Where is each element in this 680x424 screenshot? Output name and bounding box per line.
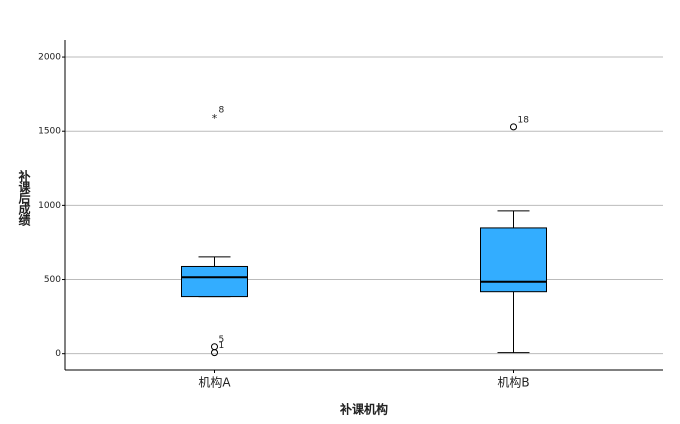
extreme-marker: *	[212, 112, 218, 125]
y-axis-label: 补课后成绩	[17, 170, 31, 225]
outlier-label: 5	[219, 335, 225, 345]
box	[181, 265, 248, 298]
y-tick-label: 0	[55, 349, 61, 359]
outlier-label: 18	[518, 115, 530, 125]
outlier-label: 8	[219, 105, 225, 115]
y-tick-label: 500	[44, 275, 61, 285]
outlier	[211, 343, 218, 351]
y-tick-label: 1000	[38, 201, 61, 211]
outlier-label: 1	[219, 341, 225, 351]
outlier	[510, 123, 517, 131]
x-tick-label: 机构A	[198, 375, 231, 390]
outlier	[211, 349, 218, 357]
x-tick-label: 机构B	[497, 375, 529, 390]
y-tick-label: 1500	[38, 127, 61, 137]
y-tick-label: 2000	[38, 53, 61, 63]
x-axis-label: 补课机构	[339, 402, 388, 417]
